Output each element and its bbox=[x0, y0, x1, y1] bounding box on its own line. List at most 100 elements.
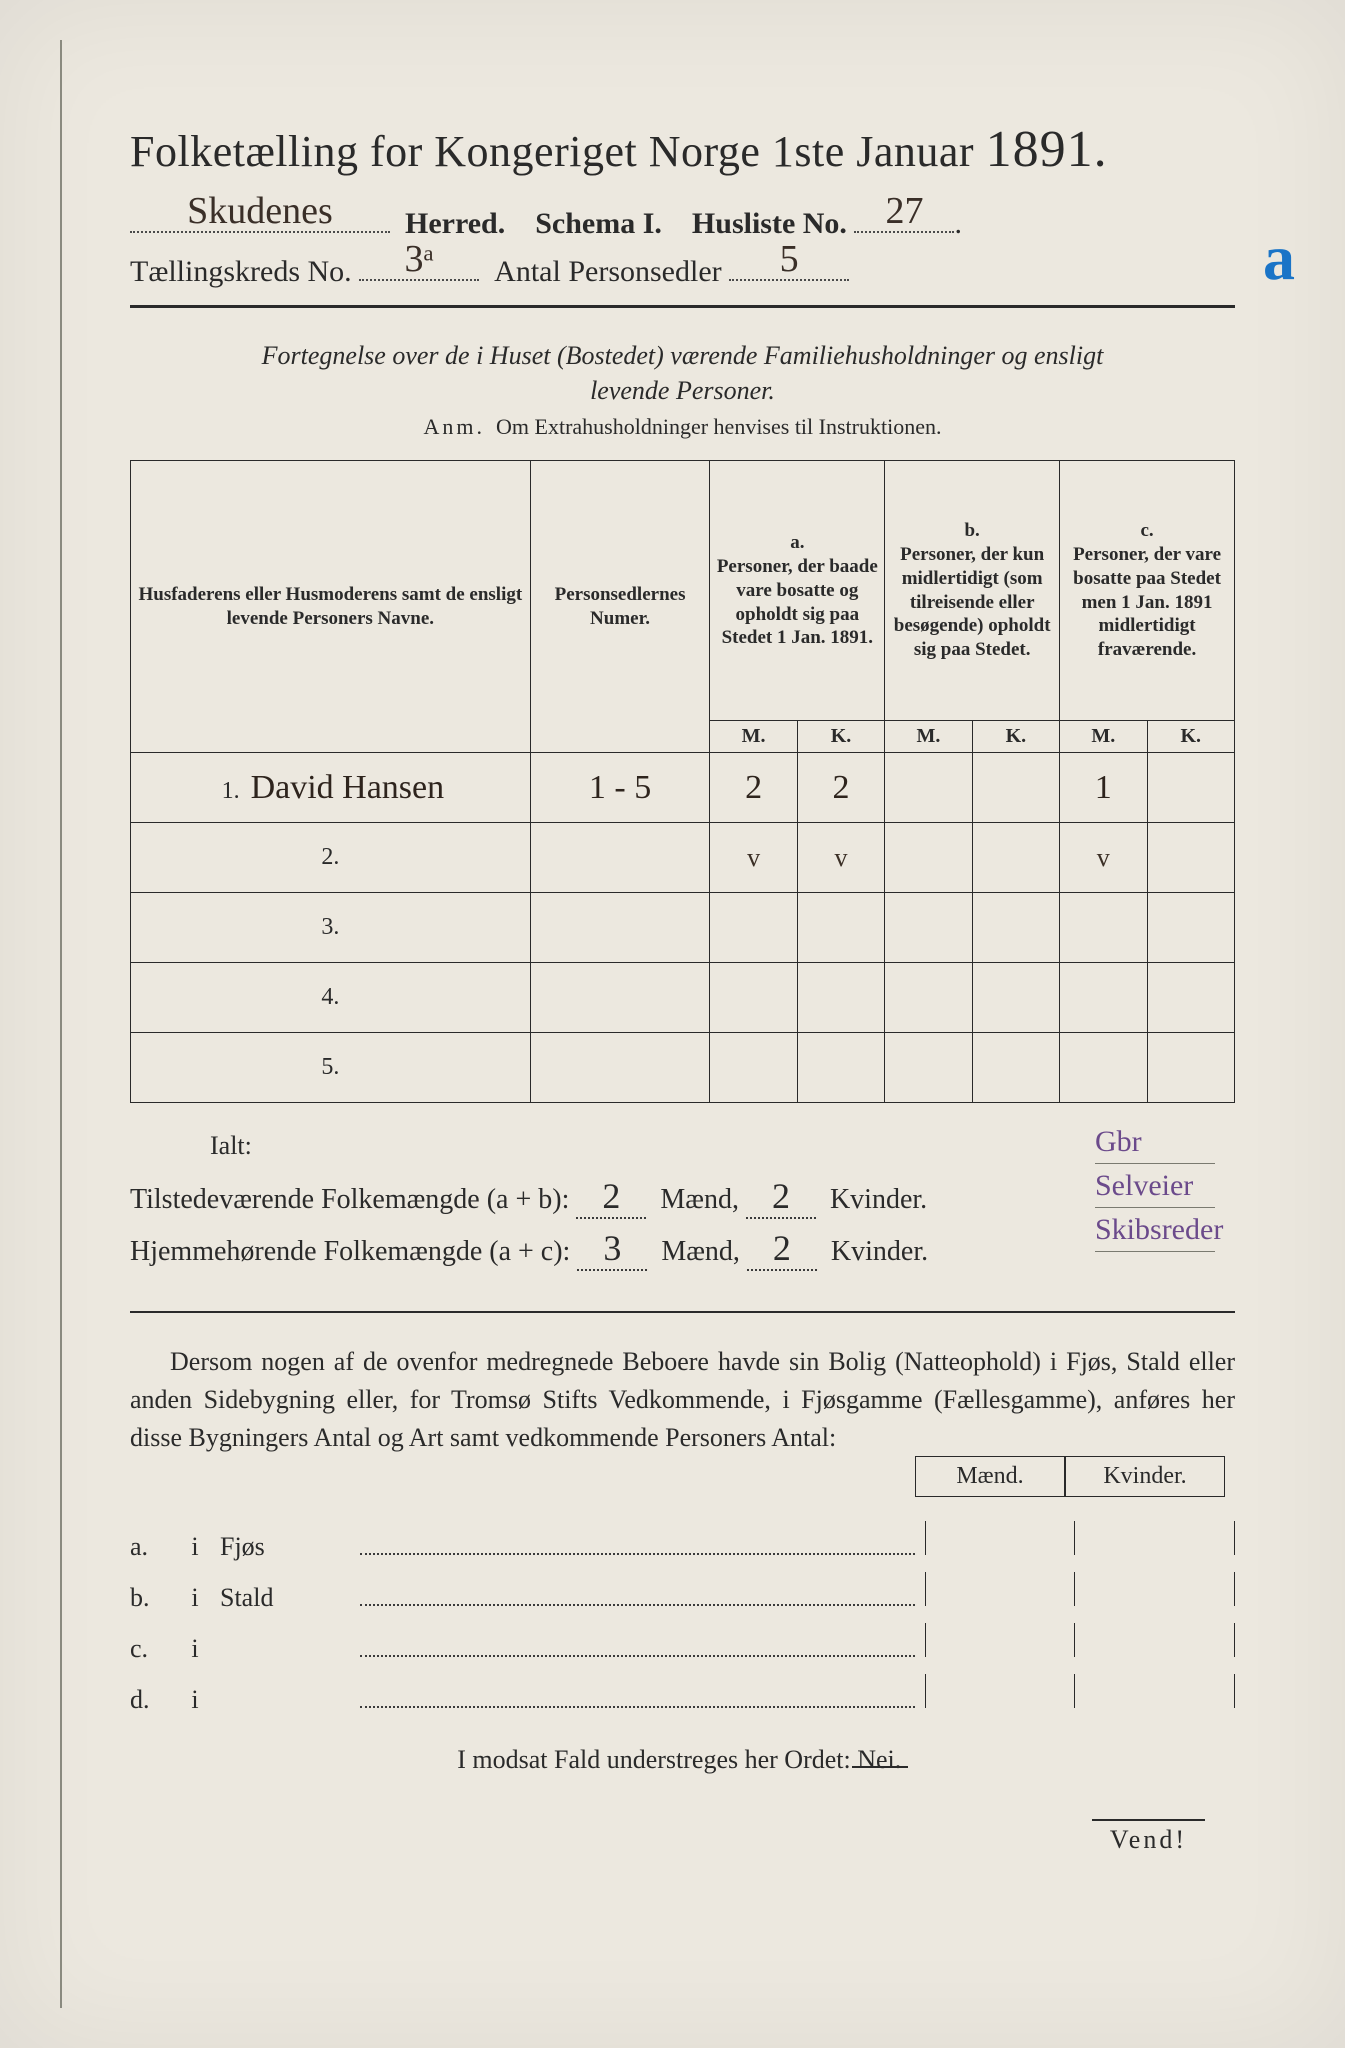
building-row: d.i bbox=[130, 1674, 1235, 1715]
cell-cK bbox=[1147, 753, 1235, 823]
table-row: 5. bbox=[131, 1033, 1235, 1103]
th-col-b: b. Personer, der kun midlertidigt (som t… bbox=[885, 461, 1060, 721]
maend-label-1: Mænd, bbox=[660, 1184, 739, 1215]
cell-cM bbox=[1060, 963, 1147, 1033]
th-col-a: a. Personer, der baade vare bosatte og o… bbox=[710, 461, 885, 721]
totals-block: Tilstedeværende Folkemængde (a + b): 2 M… bbox=[130, 1175, 1235, 1271]
cell-cK bbox=[1147, 1033, 1235, 1103]
th-a-k: K. bbox=[797, 721, 884, 753]
cell-bM bbox=[885, 753, 972, 823]
intro-line2: levende Personer. bbox=[590, 376, 775, 405]
b-k-col bbox=[1075, 1572, 1235, 1606]
kreds-label: Tællingskreds No. bbox=[130, 255, 352, 288]
kreds-value: 3ᵃ bbox=[404, 237, 433, 281]
th-num: Personsedlernes Numer. bbox=[530, 461, 710, 753]
cell-bM bbox=[885, 893, 972, 963]
total2-m: 3 bbox=[603, 1228, 621, 1268]
kvinder-label-2: Kvinder. bbox=[831, 1236, 928, 1267]
b-i: i bbox=[170, 1532, 220, 1562]
margin-note-2: Selveier bbox=[1095, 1164, 1215, 1208]
antal-value: 5 bbox=[780, 237, 799, 281]
header-rule bbox=[130, 305, 1235, 308]
maend-label-2: Mænd, bbox=[661, 1236, 740, 1267]
cell-name: 2. bbox=[131, 823, 531, 893]
anm-note: Anm. Om Extrahusholdninger henvises til … bbox=[130, 414, 1235, 440]
b-label: c. bbox=[130, 1634, 170, 1664]
herred-value: Skudenes bbox=[187, 189, 333, 233]
total1-k: 2 bbox=[772, 1176, 790, 1216]
census-form-page: Folketælling for Kongeriget Norge 1ste J… bbox=[0, 0, 1345, 2048]
b-k-col bbox=[1075, 1623, 1235, 1657]
cell-bM bbox=[885, 823, 972, 893]
margin-note-1: Gbr bbox=[1095, 1120, 1215, 1164]
cell-bK bbox=[972, 823, 1059, 893]
table-row: 4. bbox=[131, 963, 1235, 1033]
building-row: b.iStald bbox=[130, 1572, 1235, 1613]
antal-label: Antal Personsedler bbox=[494, 255, 721, 288]
th-c-k: K. bbox=[1147, 721, 1235, 753]
th-b-k: K. bbox=[972, 721, 1059, 753]
intro-text: Fortegnelse over de i Huset (Bostedet) v… bbox=[130, 338, 1235, 408]
cell-aK: v bbox=[797, 823, 884, 893]
building-row: c.i bbox=[130, 1623, 1235, 1664]
total2-k: 2 bbox=[773, 1228, 791, 1268]
cell-num bbox=[530, 823, 710, 893]
page-title-row: Folketælling for Kongeriget Norge 1ste J… bbox=[130, 120, 1235, 179]
th-col-c: c. Personer, der vare bosatte paa Stedet… bbox=[1060, 461, 1235, 721]
b-m-col bbox=[925, 1572, 1075, 1606]
table-row: 2. vvv bbox=[131, 823, 1235, 893]
building-list: a.iFjøsb.iStaldc.id.i bbox=[130, 1521, 1235, 1715]
b-k-col bbox=[1075, 1674, 1235, 1708]
intro-line1: Fortegnelse over de i Huset (Bostedet) v… bbox=[262, 341, 1104, 370]
cell-num bbox=[530, 1033, 710, 1103]
mk-maend: Mænd. bbox=[915, 1456, 1065, 1497]
vend-label: Vend! bbox=[130, 1825, 1235, 1855]
cell-aK bbox=[797, 1033, 884, 1103]
cell-name: 5. bbox=[131, 1033, 531, 1103]
b-type: Stald bbox=[220, 1583, 360, 1613]
cell-aM: v bbox=[710, 823, 797, 893]
cell-name: 3. bbox=[131, 893, 531, 963]
cell-cK bbox=[1147, 823, 1235, 893]
annotation-letter: a bbox=[1263, 221, 1295, 295]
cell-aK bbox=[797, 893, 884, 963]
building-row: a.iFjøs bbox=[130, 1521, 1235, 1562]
cell-aK bbox=[797, 963, 884, 1033]
cell-bM bbox=[885, 1033, 972, 1103]
b-label: d. bbox=[130, 1685, 170, 1715]
cell-bK bbox=[972, 963, 1059, 1033]
cell-aM bbox=[710, 893, 797, 963]
cell-bK bbox=[972, 753, 1059, 823]
b-m-col bbox=[925, 1674, 1075, 1708]
anm-lead: Anm. bbox=[424, 414, 486, 439]
b-dots bbox=[360, 1655, 915, 1657]
cell-num bbox=[530, 893, 710, 963]
census-year: 1891. bbox=[986, 121, 1108, 178]
margin-note-3: Skibsreder bbox=[1095, 1208, 1215, 1252]
ialt-label: Ialt: bbox=[210, 1131, 1235, 1161]
b-dots bbox=[360, 1706, 915, 1708]
husliste-label: Husliste No. bbox=[692, 207, 847, 240]
margin-notes: Gbr Selveier Skibsreder bbox=[1095, 1120, 1215, 1252]
b-k-col bbox=[1075, 1521, 1235, 1555]
section-rule bbox=[130, 1311, 1235, 1313]
th-b-m: M. bbox=[885, 721, 972, 753]
mk-kvinder: Kvinder. bbox=[1065, 1456, 1225, 1497]
b-i: i bbox=[170, 1685, 220, 1715]
b-type: Fjøs bbox=[220, 1532, 360, 1562]
total-line-present: Tilstedeværende Folkemængde (a + b): 2 M… bbox=[130, 1175, 1235, 1219]
header-row-kreds: Tællingskreds No. 3ᵃ Antal Personsedler … bbox=[130, 251, 1235, 289]
total1-label: Tilstedeværende Folkemængde (a + b): bbox=[130, 1184, 569, 1215]
cell-cK bbox=[1147, 893, 1235, 963]
closing-text: I modsat Fald understreges her Ordet: Ne… bbox=[130, 1745, 1235, 1775]
herred-label: Herred. bbox=[405, 207, 505, 240]
b-i: i bbox=[170, 1634, 220, 1664]
cell-cM bbox=[1060, 1033, 1147, 1103]
schema-label: Schema I. bbox=[535, 207, 662, 240]
th-a-m: M. bbox=[710, 721, 797, 753]
table-row: 3. bbox=[131, 893, 1235, 963]
b-i: i bbox=[170, 1583, 220, 1613]
b-m-col bbox=[925, 1521, 1075, 1555]
b-m-col bbox=[925, 1623, 1075, 1657]
total-line-resident: Hjemmehørende Folkemængde (a + c): 3 Mæn… bbox=[130, 1227, 1235, 1271]
